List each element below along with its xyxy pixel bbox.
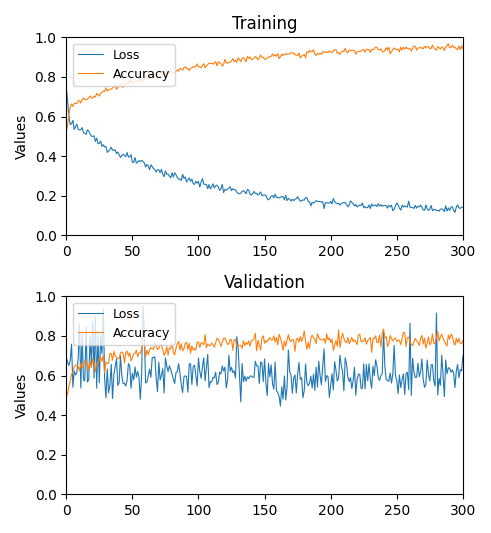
Accuracy (398, 44, 404, 51)
Legend: Loss, Accuracy: Loss, Accuracy (73, 44, 175, 86)
Accuracy (334, 343, 340, 350)
Loss (460, 352, 466, 359)
Accuracy (460, 337, 466, 344)
Loss (140, 303, 146, 310)
Loss (238, 399, 244, 405)
Loss (434, 310, 439, 316)
Accuracy (334, 50, 340, 56)
Accuracy (432, 341, 438, 347)
Loss (401, 370, 407, 377)
Loss (460, 204, 466, 211)
Loss (378, 372, 384, 378)
Accuracy (237, 56, 243, 63)
Loss (452, 209, 458, 215)
Accuracy (63, 394, 69, 400)
Line: Accuracy: Accuracy (66, 44, 463, 132)
Loss (237, 190, 243, 197)
Loss (334, 200, 340, 207)
Line: Loss: Loss (66, 87, 463, 212)
Title: Training: Training (232, 15, 298, 33)
Accuracy (375, 339, 381, 345)
Accuracy (431, 45, 436, 51)
Accuracy (63, 129, 69, 135)
Y-axis label: Values: Values (15, 114, 29, 159)
Legend: Loss, Accuracy: Loss, Accuracy (73, 303, 175, 345)
Loss (398, 207, 404, 213)
Accuracy (445, 41, 451, 47)
Loss (223, 187, 229, 193)
Loss (224, 376, 230, 383)
Accuracy (237, 343, 243, 349)
Title: Validation: Validation (223, 274, 305, 292)
Accuracy (381, 326, 386, 332)
Accuracy (223, 338, 229, 344)
Loss (63, 354, 69, 361)
Accuracy (223, 60, 229, 66)
Line: Loss: Loss (66, 306, 463, 406)
Loss (337, 352, 343, 358)
Loss (63, 84, 69, 90)
Accuracy (460, 45, 466, 52)
Y-axis label: Values: Values (15, 373, 29, 418)
Loss (375, 200, 381, 207)
Accuracy (375, 46, 381, 53)
Loss (277, 403, 283, 409)
Line: Accuracy: Accuracy (66, 329, 463, 397)
Accuracy (399, 335, 405, 342)
Loss (431, 206, 436, 213)
